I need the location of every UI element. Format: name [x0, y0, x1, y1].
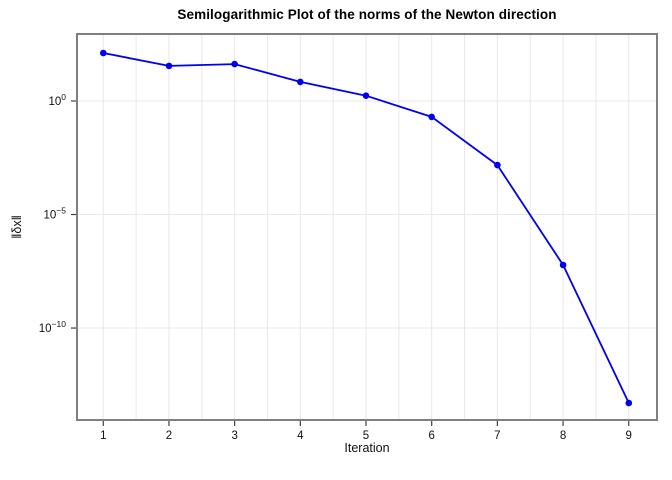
- x-tick-label: 1: [100, 430, 106, 442]
- y-tick-label: 10−5: [44, 206, 67, 222]
- plot-border: [76, 33, 658, 421]
- y-tick-label: 10−10: [39, 319, 66, 335]
- data-point: [625, 399, 633, 407]
- x-tick-label: 7: [494, 430, 500, 442]
- y-tick-label: 100: [48, 92, 66, 108]
- x-tick-label: 2: [166, 430, 172, 442]
- x-tick-label: 9: [626, 430, 632, 442]
- x-tick-label: 4: [297, 430, 304, 442]
- x-tick-label: 8: [560, 430, 566, 442]
- x-tick-label: 6: [428, 430, 434, 442]
- y-axis-label: ‖δx‖: [10, 215, 24, 239]
- data-point: [165, 62, 173, 70]
- x-tick-label: 5: [363, 430, 369, 442]
- data-point: [231, 60, 238, 68]
- data-point: [100, 49, 107, 57]
- data-point: [428, 113, 436, 121]
- x-tick-label: 3: [231, 430, 237, 442]
- x-axis-label: Iteration: [344, 441, 390, 455]
- data-point: [494, 161, 501, 169]
- data-point: [362, 92, 370, 99]
- data-point: [559, 261, 567, 269]
- data-point: [297, 78, 304, 86]
- plot-title: Semilogarithmic Plot of the norms of the…: [177, 7, 557, 22]
